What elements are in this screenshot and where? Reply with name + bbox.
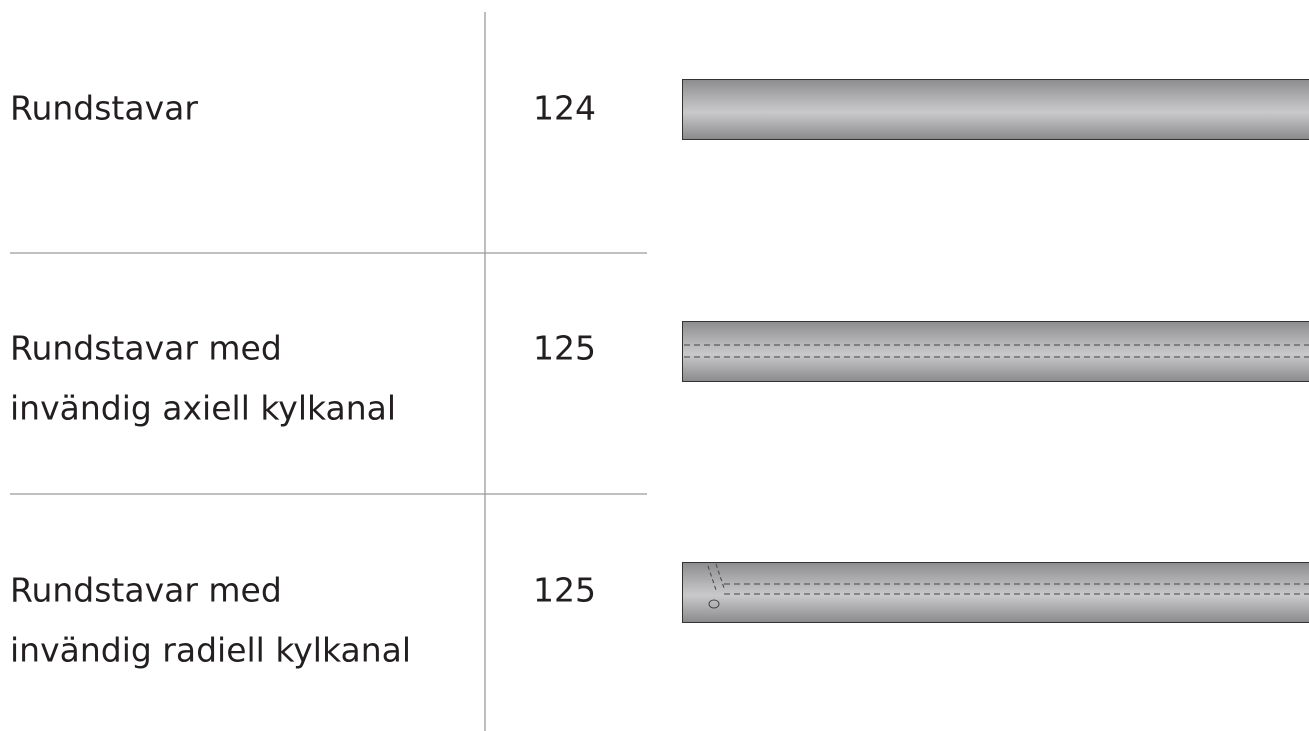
row-page: 125	[533, 329, 596, 368]
row-name: Rundstavar med	[10, 571, 282, 610]
row-name: invändig radiell kylkanal	[10, 631, 411, 670]
row-name: Rundstavar med	[10, 329, 282, 368]
rod-image-axial	[682, 321, 1309, 382]
row-name: invändig axiell kylkanal	[10, 389, 396, 428]
rod-image	[682, 79, 1309, 140]
row-page: 124	[533, 89, 596, 128]
rod-image-radial	[682, 562, 1309, 623]
row-page: 125	[533, 571, 596, 610]
row-name: Rundstavar	[10, 89, 198, 128]
